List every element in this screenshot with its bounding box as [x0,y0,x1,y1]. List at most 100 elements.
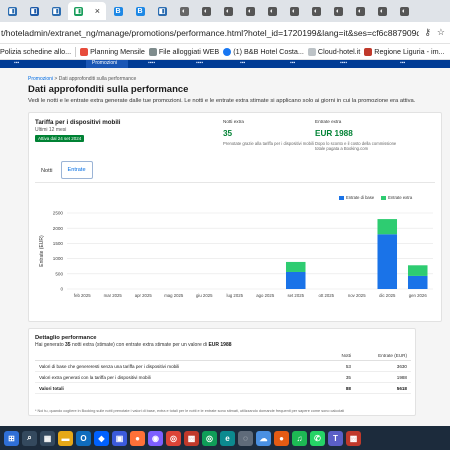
tab-3[interactable]: ◧ [46,2,66,20]
tab-favicon-icon: ◐ [223,6,233,16]
tab-11[interactable]: ◐ [240,2,260,20]
bar-extra [285,261,306,272]
windows-taskbar: ⊞ ⌕ ▦ ▬ O ◆ ▣ ● ◉ ◎ ▩ ◎ e ◌ ☁ ● ♫ ✆ T ▩ [0,426,450,450]
spotify-icon[interactable]: ♫ [292,430,307,446]
legend-item-base: Entrate di base [339,195,374,200]
tab-favicon-icon: ◐ [355,6,365,16]
y-tick-label: 0 [60,287,63,292]
tab-favicon-icon: ◐ [201,6,211,16]
page-content: Promozioni > Dati approfonditi sulla per… [0,68,450,426]
nav-item-4[interactable]: ▪▪▪▪ [196,60,204,66]
x-tick-label: apr 2025 [135,293,153,298]
table-row: Valori extra generati con la tariffa per… [35,371,411,383]
breadcrumb: Promozioni > Dati approfonditi sulla per… [28,76,137,82]
tab-16[interactable]: ◐ [350,2,370,20]
address-bar[interactable]: t/hoteladmin/extranet_ng/manage/promotio… [0,22,450,44]
tab-13[interactable]: ◐ [284,2,304,20]
teams-icon[interactable]: T [328,430,343,446]
x-tick-label: ott 2025 [318,293,334,298]
firefox-icon[interactable]: ● [130,430,145,446]
chrome2-icon[interactable]: ◎ [202,430,217,446]
y-tick-label: 2500 [53,211,64,216]
breadcrumb-link[interactable]: Promozioni [28,76,54,82]
y-tick-label: 1500 [53,241,64,246]
chrome-icon[interactable]: ◎ [166,430,181,446]
star-icon[interactable]: ☆ [436,27,445,37]
x-tick-label: set 2025 [288,293,305,298]
detail-card: Dettaglio performance Hai generato 35 no… [28,328,416,416]
x-tick-label: nov 2025 [348,293,366,298]
app-gray-icon[interactable]: ◌ [238,430,253,446]
tab-15[interactable]: ◐ [328,2,348,20]
bar-base [285,271,306,289]
close-tab-icon[interactable]: × [94,6,101,16]
tab-12[interactable]: ◐ [262,2,282,20]
tab-5[interactable]: B [108,2,128,20]
app-red-icon[interactable]: ▩ [184,430,199,446]
app-cloud-icon[interactable]: ☁ [256,430,271,446]
tab-favicon-icon: ◧ [73,6,83,16]
edge-icon[interactable]: e [220,430,235,446]
photos-icon[interactable]: ◉ [148,430,163,446]
detail-footnote: * Noi tu, quando cogliere in Booking sul… [35,409,345,413]
tab-favicon-icon: ◧ [157,6,167,16]
app-end-icon[interactable]: ▩ [346,430,361,446]
tab-14[interactable]: ◐ [306,2,326,20]
y-tick-label: 500 [55,271,63,276]
search-icon[interactable]: ⌕ [22,430,37,446]
tab-10[interactable]: ◐ [218,2,238,20]
bookmark-1[interactable]: Polizia schedine allo... [0,47,72,56]
key-icon[interactable]: ⚷ [424,27,431,37]
bar-extra [407,265,428,276]
tab-active[interactable]: ◧ × [68,2,106,20]
revenue-chart: 0 500 1000 1500 2000 2500 Entrate (EUR) feb 202… [39,211,433,298]
x-tick-label: mag 2025 [164,293,184,298]
x-tick-label: gen 2026 [409,293,428,298]
tab-nights[interactable]: Notti [41,168,53,174]
bookmark-2[interactable]: Planning Mensile [80,47,145,56]
tab-17[interactable]: ◐ [372,2,392,20]
tab-9[interactable]: ◐ [196,2,216,20]
nav-item-6[interactable]: ▪▪▪ [290,60,296,66]
tab-18[interactable]: ◐ [394,2,414,20]
nav-item-home[interactable]: ▪▪▪ [14,60,20,66]
nav-item-7[interactable]: ▪▪▪▪ [340,60,348,66]
nav-item-promozioni[interactable]: Promozioni [86,60,128,68]
kpi-title: Tariffa per i dispositivi mobili [35,119,121,126]
bar-base [377,234,398,289]
site-nav: ▪▪▪ Promozioni ▪▪▪▪ ▪▪▪▪ ▪▪▪ ▪▪▪ ▪▪▪▪ ▪▪… [0,60,450,68]
bookmark-5[interactable]: Cloud-hotel.it [307,47,360,56]
bookmark-4[interactable]: (1) B&B Hotel Costa... [223,47,304,56]
tab-2[interactable]: ◧ [24,2,44,20]
tab-favicon-icon: ◧ [29,6,39,16]
bookmark-3[interactable]: File alloggiati WEB [148,47,219,56]
col-nights: Notti [315,351,355,361]
whatsapp-icon[interactable]: ✆ [310,430,325,446]
kpi-nights-value: 35 [223,129,233,138]
tab-revenue[interactable]: Entrate [60,161,93,179]
tab-favicon-icon: ◐ [399,6,409,16]
start-icon[interactable]: ⊞ [4,430,19,446]
tab-favicon-icon: ◐ [333,6,343,16]
store-icon[interactable]: ▣ [112,430,127,446]
url-text[interactable]: t/hoteladmin/extranet_ng/manage/promotio… [1,27,420,38]
tab-6[interactable]: B [130,2,150,20]
firefox2-icon[interactable]: ● [274,430,289,446]
bookmark-6[interactable]: Regione Liguria - im... [364,47,445,56]
x-tick-label: dic 2025 [379,293,396,298]
tab-1[interactable]: ◧ [2,2,22,20]
chart-tabs: Notti Entrate [35,161,93,179]
tab-favicon-icon: ◐ [267,6,277,16]
nav-item-3[interactable]: ▪▪▪▪ [148,60,156,66]
x-tick-label: lug 2025 [227,293,244,298]
tab-favicon-icon: B [135,6,145,16]
tab-8[interactable]: ◐ [174,2,194,20]
nav-item-5[interactable]: ▪▪▪ [240,60,246,66]
taskview-icon[interactable]: ▦ [40,430,55,446]
tab-7[interactable]: ◧ [152,2,172,20]
nav-item-8[interactable]: ▪▪▪ [400,60,406,66]
dropbox-icon[interactable]: ◆ [94,430,109,446]
tab-favicon-icon: ◐ [289,6,299,16]
outlook-icon[interactable]: O [76,430,91,446]
explorer-icon[interactable]: ▬ [58,430,73,446]
